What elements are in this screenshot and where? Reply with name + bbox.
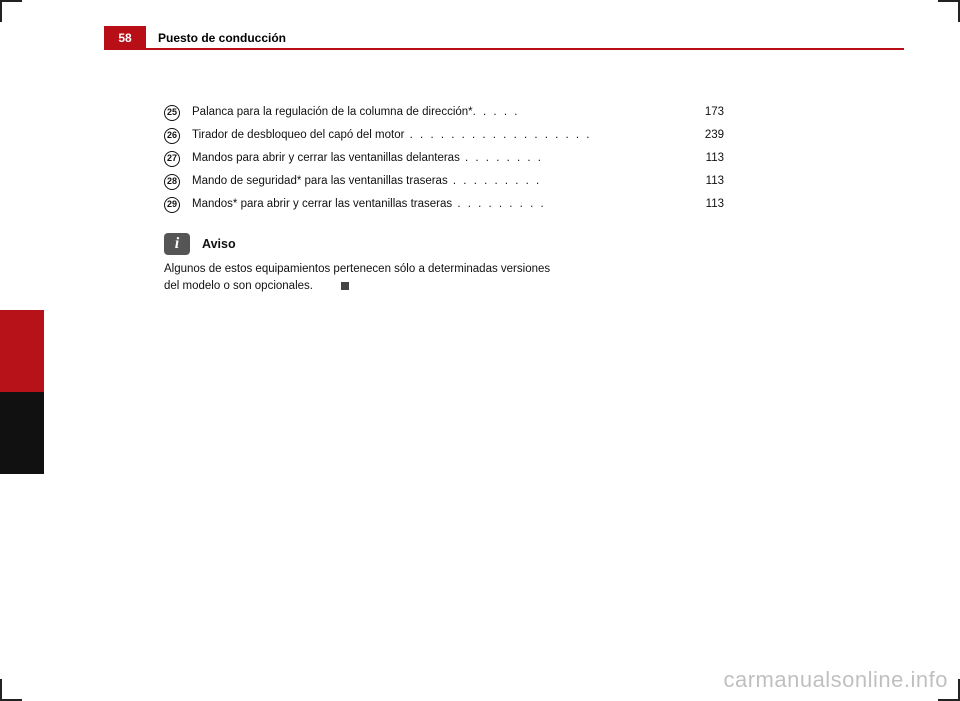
notice-body: Algunos de estos equipamientos pertenece… [164, 261, 724, 294]
toc-label: Mandos* para abrir y cerrar las ventanil… [192, 198, 452, 210]
toc-page: 239 [670, 127, 724, 144]
toc-row: 29 Mandos* para abrir y cerrar las venta… [164, 196, 724, 213]
toc-label: Mandos para abrir y cerrar las ventanill… [192, 152, 460, 164]
toc-row: 26 Tirador de desbloqueo del capó del mo… [164, 127, 724, 144]
notice-heading-row: i Aviso [164, 233, 724, 255]
toc-text: Mandos para abrir y cerrar las ventanill… [192, 150, 670, 167]
notice-heading: Aviso [202, 235, 236, 253]
notice-line-2: del modelo o son opcionales. [164, 280, 313, 292]
page-number: 58 [104, 26, 146, 50]
page-body: 25 Palanca para la regulación de la colu… [104, 50, 724, 294]
header-rule [104, 48, 904, 50]
toc-row: 28 Mando de seguridad* para las ventanil… [164, 173, 724, 190]
page-header: 58 Puesto de conducción [104, 26, 904, 50]
toc-text: Palanca para la regulación de la columna… [192, 104, 670, 121]
toc-number-circle: 26 [164, 128, 180, 144]
toc-page: 173 [670, 104, 724, 121]
end-marker-icon [341, 282, 349, 290]
toc-text: Tirador de desbloqueo del capó del motor… [192, 127, 670, 144]
toc-label: Tirador de desbloqueo del capó del motor [192, 129, 404, 141]
info-icon: i [164, 233, 190, 255]
toc-page: 113 [670, 173, 724, 190]
watermark-text: carmanualsonline.info [723, 667, 948, 693]
crop-mark-bottom-left [0, 679, 22, 701]
toc-number-circle: 29 [164, 197, 180, 213]
edge-tab-black [0, 392, 44, 474]
notice-block: i Aviso Algunos de estos equipamientos p… [164, 233, 724, 294]
crop-mark-top-right [938, 0, 960, 22]
edge-tab-red [0, 310, 44, 392]
toc-dots: . . . . . . . . . [448, 175, 542, 187]
toc-row: 27 Mandos para abrir y cerrar las ventan… [164, 150, 724, 167]
toc-label: Palanca para la regulación de la columna… [192, 106, 473, 118]
toc-page: 113 [670, 196, 724, 213]
toc-dots: . . . . . [473, 106, 520, 118]
toc-row: 25 Palanca para la regulación de la colu… [164, 104, 724, 121]
toc-number-circle: 25 [164, 105, 180, 121]
page-content: 58 Puesto de conducción 25 Palanca para … [104, 26, 904, 674]
toc-number-circle: 27 [164, 151, 180, 167]
toc-dots: . . . . . . . . . [452, 198, 546, 210]
toc-text: Mandos* para abrir y cerrar las ventanil… [192, 196, 670, 213]
toc-number-circle: 28 [164, 174, 180, 190]
section-title: Puesto de conducción [146, 26, 286, 50]
notice-line-1: Algunos de estos equipamientos pertenece… [164, 263, 550, 275]
crop-mark-top-left [0, 0, 22, 22]
toc-dots: . . . . . . . . [460, 152, 543, 164]
toc-text: Mando de seguridad* para las ventanillas… [192, 173, 670, 190]
toc-dots: . . . . . . . . . . . . . . . . . . [404, 129, 591, 141]
toc-label: Mando de seguridad* para las ventanillas… [192, 175, 448, 187]
toc-page: 113 [670, 150, 724, 167]
